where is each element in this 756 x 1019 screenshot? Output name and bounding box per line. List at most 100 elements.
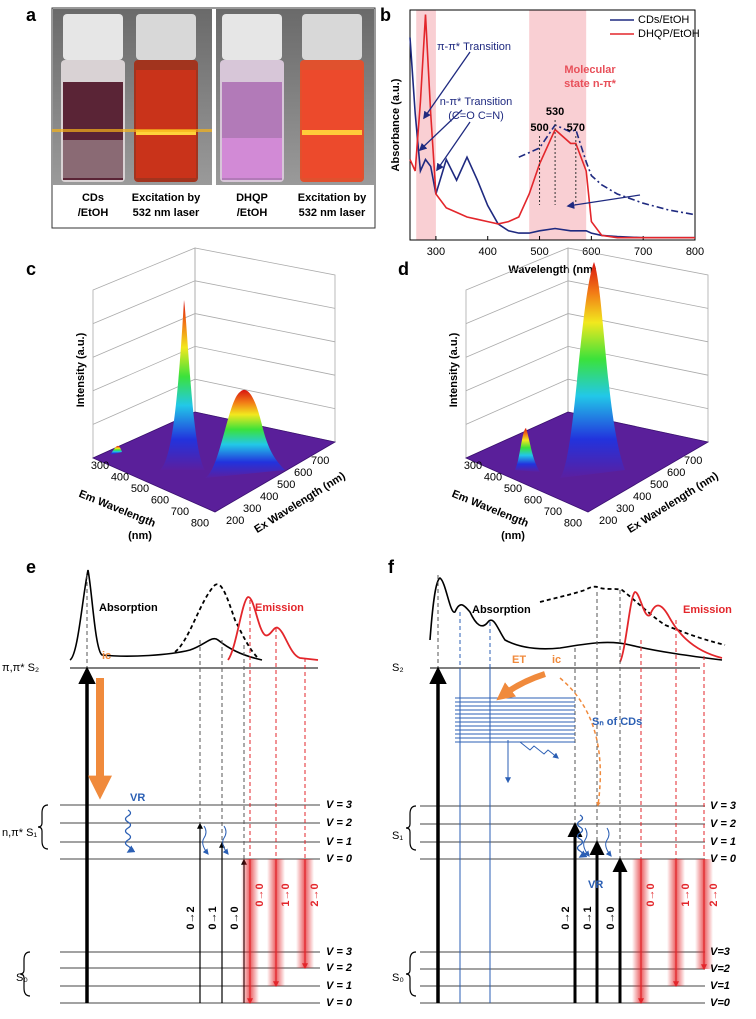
vial [220, 14, 284, 182]
decoration [124, 809, 136, 853]
photo-caption: DHQP [236, 192, 268, 204]
ex-tick-label: 500 [277, 479, 295, 491]
decoration [429, 577, 723, 661]
photo-caption: CDs [82, 192, 104, 204]
photo [51, 7, 376, 229]
decoration [202, 825, 209, 855]
decoration [405, 805, 417, 851]
em-tick-label: 400 [111, 471, 129, 483]
em-tick-label: 400 [484, 471, 502, 483]
decoration [519, 741, 559, 759]
shaded-region [529, 10, 587, 240]
state-label: S₁ [392, 830, 403, 842]
decoration [465, 378, 709, 425]
legend-label: DHQP/EtOH [638, 28, 700, 40]
state-label: S₂ [392, 662, 404, 674]
legend-label: CDs/EtOH [638, 14, 689, 26]
ex-tick-label: 600 [294, 467, 312, 479]
level-label: V=2 [710, 963, 730, 975]
em-tick-label: 500 [131, 483, 149, 495]
shaded-region [416, 10, 436, 240]
emission-label: Emission [255, 602, 304, 614]
excitation-label: 0→2 [560, 906, 572, 929]
annotation: n-π* Transition [440, 96, 513, 108]
em-tick-label: 300 [464, 460, 482, 472]
x-tick-label: 800 [686, 246, 704, 258]
ex-tick-label: 700 [684, 455, 702, 467]
ex-tick-label: 200 [599, 515, 617, 527]
x-tick-label: 500 [530, 246, 548, 258]
decoration [160, 300, 205, 470]
em-axis-unit: (nm) [501, 530, 525, 542]
photo-caption: /EtOH [237, 207, 268, 219]
photo-caption: 532 nm laser [133, 207, 200, 219]
emission-transition-label: 1→0 [680, 883, 692, 906]
emission-label: Emission [683, 604, 732, 616]
level-label: V=3 [710, 946, 730, 958]
series-line [409, 14, 695, 239]
level-label: V = 2 [326, 962, 352, 974]
decoration [515, 428, 540, 472]
level-label: V=0 [710, 997, 731, 1009]
excitation-label: 0→2 [185, 906, 197, 929]
level-label: V = 3 [326, 946, 352, 958]
photo-caption: Excitation by [298, 192, 367, 204]
state-label: S₀ [16, 972, 28, 984]
decoration [496, 671, 546, 701]
decoration [405, 951, 417, 997]
et-label: ET [512, 654, 526, 666]
y-axis-label: Absorbance (a.u.) [390, 78, 402, 171]
vial [61, 14, 125, 182]
ex-tick-label: 400 [633, 491, 651, 503]
decoration [194, 247, 336, 443]
decoration [465, 280, 709, 324]
em-tick-label: 700 [171, 506, 189, 518]
ex-tick-label: 700 [311, 455, 329, 467]
panel-label: d [398, 259, 409, 279]
level-label: V = 0 [326, 853, 353, 865]
excitation-label: 0→0 [229, 906, 241, 929]
decoration [583, 827, 590, 857]
peak-label: 500 [530, 122, 548, 134]
level-label: V = 2 [710, 818, 736, 830]
em-tick-label: 600 [524, 494, 542, 506]
state-label: n,π* S₁ [2, 827, 37, 839]
decoration [559, 677, 601, 807]
decoration [465, 313, 709, 358]
decoration [174, 583, 259, 659]
ic-label: ic [552, 654, 561, 666]
z-axis-label: Intensity (a.u.) [448, 332, 460, 407]
level-label: V = 1 [326, 836, 352, 848]
ex-tick-label: 200 [226, 515, 244, 527]
em-tick-label: 800 [191, 517, 209, 529]
ex-tick-label: 600 [667, 467, 685, 479]
decoration [92, 313, 336, 358]
ex-tick-label: 300 [616, 503, 634, 515]
panel-label: c [26, 259, 36, 279]
vial [52, 14, 212, 182]
photo-caption: /EtOH [78, 207, 109, 219]
decoration [436, 121, 471, 172]
sn-label: Sₙ of CDs [592, 716, 642, 728]
emission-transition-label: 2→0 [708, 883, 720, 906]
peak-label: 570 [567, 122, 585, 134]
decoration [418, 109, 463, 152]
decoration [222, 825, 229, 855]
emission-transition-label: 1→0 [280, 883, 292, 906]
ex-tick-label: 500 [650, 479, 668, 491]
panel-label: a [26, 5, 37, 25]
annotation: state n-π* [564, 78, 617, 90]
excitation-label: 0→0 [605, 906, 617, 929]
panel-label: e [26, 557, 36, 577]
absorption-label: Absorption [99, 602, 158, 614]
decoration [92, 280, 336, 324]
level-label: V = 3 [326, 799, 352, 811]
level-label: V = 0 [710, 853, 737, 865]
emission-transition-label: 0→0 [645, 883, 657, 906]
x-tick-label: 700 [634, 246, 652, 258]
series-line [409, 37, 695, 239]
em-tick-label: 600 [151, 494, 169, 506]
ex-tick-label: 400 [260, 491, 278, 503]
decoration [465, 345, 709, 392]
